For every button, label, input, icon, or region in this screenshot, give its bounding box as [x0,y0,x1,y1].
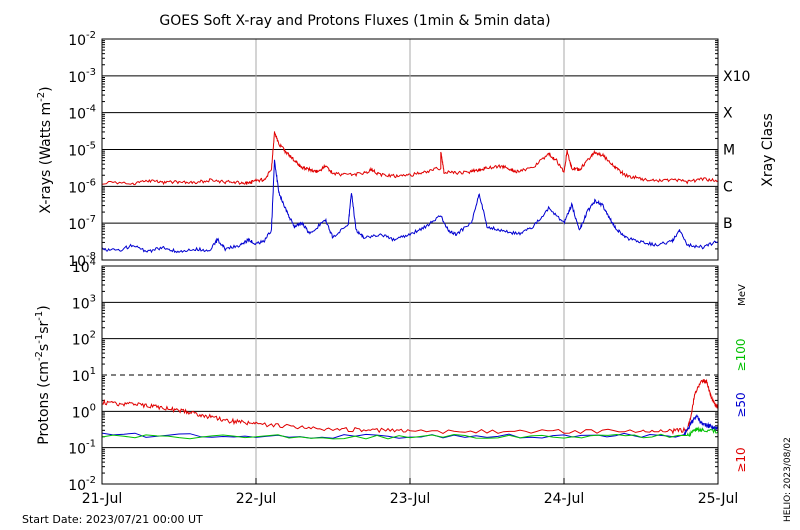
y-tick-label: 10-3 [68,67,96,86]
energy-threshold-label: ≥10 [734,447,748,472]
x-tick-label: 23-Jul [390,491,431,507]
xray-class-axis-label: Xray Class [760,113,776,187]
y-tick-label: 10-6 [68,177,96,196]
xray-class-label: C [723,179,733,195]
x-axis-ticks: 21-Jul 22-Jul 23-Jul 24-Jul 25-Jul [82,478,739,507]
x-tick-label: 21-Jul [82,491,123,507]
y-tick-label: 100 [72,402,96,421]
y-tick-label: 10-4 [68,104,96,123]
start-date-label: Start Date: 2023/07/21 00:00 UT [22,513,203,526]
x-tick-label: 25-Jul [698,491,739,507]
y-tick-label: 10-7 [68,214,96,233]
y-tick-label: 104 [72,257,96,276]
y-tick-label: 10-2 [68,30,96,49]
xray-y-ticks: 10-210-310-410-510-610-710-8 [68,30,96,270]
xray-class-label: X10 [723,69,750,85]
xray-gridlines [102,39,718,260]
xray-class-labels: X10 X M C B [723,69,750,232]
y-tick-label: 102 [72,330,96,349]
chart-title: GOES Soft X-ray and Protons Fluxes (1min… [159,13,550,29]
energy-unit-label: MeV [737,284,748,306]
y-tick-label: 101 [72,366,96,385]
y-tick-label: 10-1 [68,439,96,458]
energy-threshold-labels: ≥100 ≥50 ≥10 [734,339,748,473]
proton-gridlines [102,266,718,484]
energy-threshold-label: ≥100 [734,339,748,372]
xray-class-label: B [723,216,733,232]
x-tick-label: 22-Jul [236,491,277,507]
proton-y-axis-label: Protons (cm-2s-1sr-1) [34,305,52,444]
y-tick-label: 103 [72,293,96,312]
y-tick-label: 10-5 [68,141,96,160]
credit-label: HELIO: 2023/08/02 [783,437,793,522]
xray-class-label: M [723,143,735,159]
xray-y-axis-label: X-rays (Watts m-2) [36,86,54,213]
xray-class-label: X [723,106,733,122]
x-tick-label: 24-Jul [544,491,585,507]
energy-threshold-label: ≥50 [734,392,748,417]
